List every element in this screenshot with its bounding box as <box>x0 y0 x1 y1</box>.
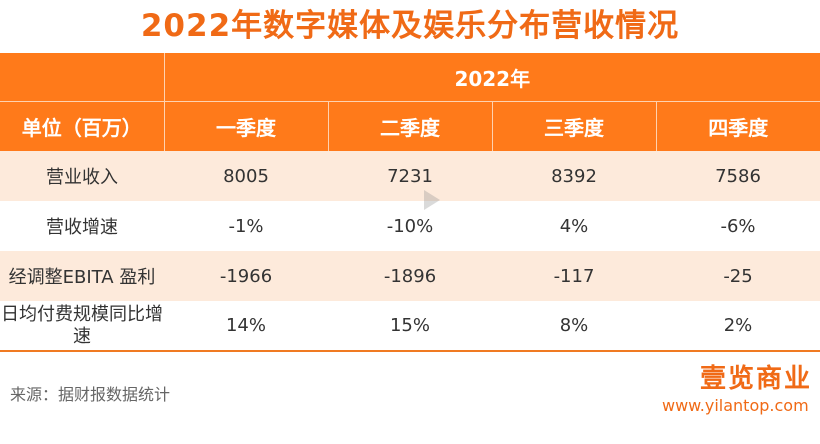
table-cell: -1966 <box>164 251 328 301</box>
table-row: 营收增速 -1% -10% 4% -6% <box>0 201 820 251</box>
header-row-year: 2022年 <box>0 53 820 102</box>
table-cell: 4% <box>559 215 589 237</box>
table-row: 营业收入 8005 7231 8392 7586 <box>0 151 820 201</box>
table-cell: -10% <box>386 215 434 237</box>
table-cell: 2% <box>656 301 820 352</box>
quarter-header-q2: 二季度 <box>327 101 492 151</box>
source-note: 来源：据财报数据统计 <box>10 385 171 404</box>
quarter-header-q1: 一季度 <box>163 101 328 151</box>
play-icon <box>424 190 440 210</box>
brand-logo: 壹览商业 <box>700 364 813 394</box>
table-cell: -1% <box>228 215 264 237</box>
table-cell: 8% <box>492 301 656 352</box>
row-label: 营业收入 <box>0 151 164 201</box>
brand-url: www.yilantop.com <box>662 396 809 415</box>
table-cell: 7586 <box>656 151 820 201</box>
table-row: 经调整EBITA 盈利 -1966 -1896 -117 -25 <box>0 251 820 301</box>
table-cell: 14% <box>164 301 328 352</box>
table-cell: 7231 <box>328 151 492 201</box>
header-row-quarters: 单位（百万） 一季度 二季度 三季度 四季度 <box>0 101 820 151</box>
table-cell: 8005 <box>164 151 328 201</box>
table-cell: -6% <box>720 215 756 237</box>
quarter-header-q4: 四季度 <box>655 101 820 151</box>
table-cell: -117 <box>492 251 656 301</box>
revenue-table: 2022年 单位（百万） 一季度 二季度 三季度 四季度 营业收入 8005 7… <box>0 53 820 352</box>
table-cell: -1896 <box>328 251 492 301</box>
row-label: 日均付费规模同比增速 <box>0 301 164 352</box>
page-title: 2022年数字媒体及娱乐分布营收情况 <box>140 8 680 44</box>
table-cell: -25 <box>656 251 820 301</box>
row-label: 经调整EBITA 盈利 <box>0 251 164 301</box>
header-corner-cell <box>0 53 164 102</box>
unit-label: 单位（百万） <box>0 101 164 151</box>
table-cell: 15% <box>328 301 492 352</box>
row-label: 营收增速 <box>46 217 118 238</box>
quarter-header-q3: 三季度 <box>491 101 656 151</box>
year-header: 2022年 <box>163 53 820 102</box>
table-cell: 8392 <box>492 151 656 201</box>
table-row: 日均付费规模同比增速 14% 15% 8% 2% <box>0 301 820 352</box>
